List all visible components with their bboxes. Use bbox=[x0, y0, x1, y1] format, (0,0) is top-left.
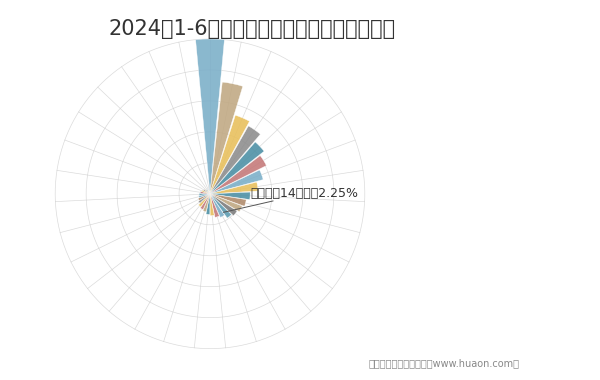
Bar bbox=[199, 193, 210, 195]
Bar bbox=[210, 192, 250, 200]
Bar bbox=[200, 192, 210, 194]
Bar bbox=[210, 194, 224, 217]
Bar bbox=[210, 170, 263, 194]
Bar bbox=[203, 194, 210, 212]
Bar bbox=[210, 115, 250, 194]
Bar bbox=[210, 182, 258, 194]
Bar bbox=[200, 194, 210, 209]
Bar bbox=[206, 194, 210, 214]
Bar bbox=[196, 39, 224, 194]
Bar bbox=[198, 194, 210, 200]
Bar bbox=[210, 194, 232, 218]
Bar bbox=[210, 194, 242, 212]
Bar bbox=[203, 189, 210, 194]
Bar bbox=[210, 155, 266, 194]
Bar bbox=[210, 82, 243, 194]
Bar bbox=[210, 194, 237, 216]
Bar bbox=[199, 194, 210, 203]
Bar bbox=[210, 126, 260, 194]
Bar bbox=[210, 142, 264, 194]
Bar bbox=[206, 189, 210, 194]
Text: 福建排第14名，占2.25%: 福建排第14名，占2.25% bbox=[223, 187, 358, 212]
Bar bbox=[210, 194, 220, 217]
Bar bbox=[205, 189, 210, 194]
Bar bbox=[202, 190, 210, 194]
Bar bbox=[210, 194, 246, 206]
Bar bbox=[210, 194, 214, 215]
Bar bbox=[199, 194, 210, 198]
Bar bbox=[209, 191, 210, 194]
Text: 制图：华经产业研究院（www.huaon.com）: 制图：华经产业研究院（www.huaon.com） bbox=[368, 359, 520, 369]
Text: 2024年1-6月福建原保险保费占全国收入比重: 2024年1-6月福建原保险保费占全国收入比重 bbox=[109, 19, 395, 39]
Bar bbox=[199, 194, 210, 207]
Bar bbox=[208, 190, 210, 194]
